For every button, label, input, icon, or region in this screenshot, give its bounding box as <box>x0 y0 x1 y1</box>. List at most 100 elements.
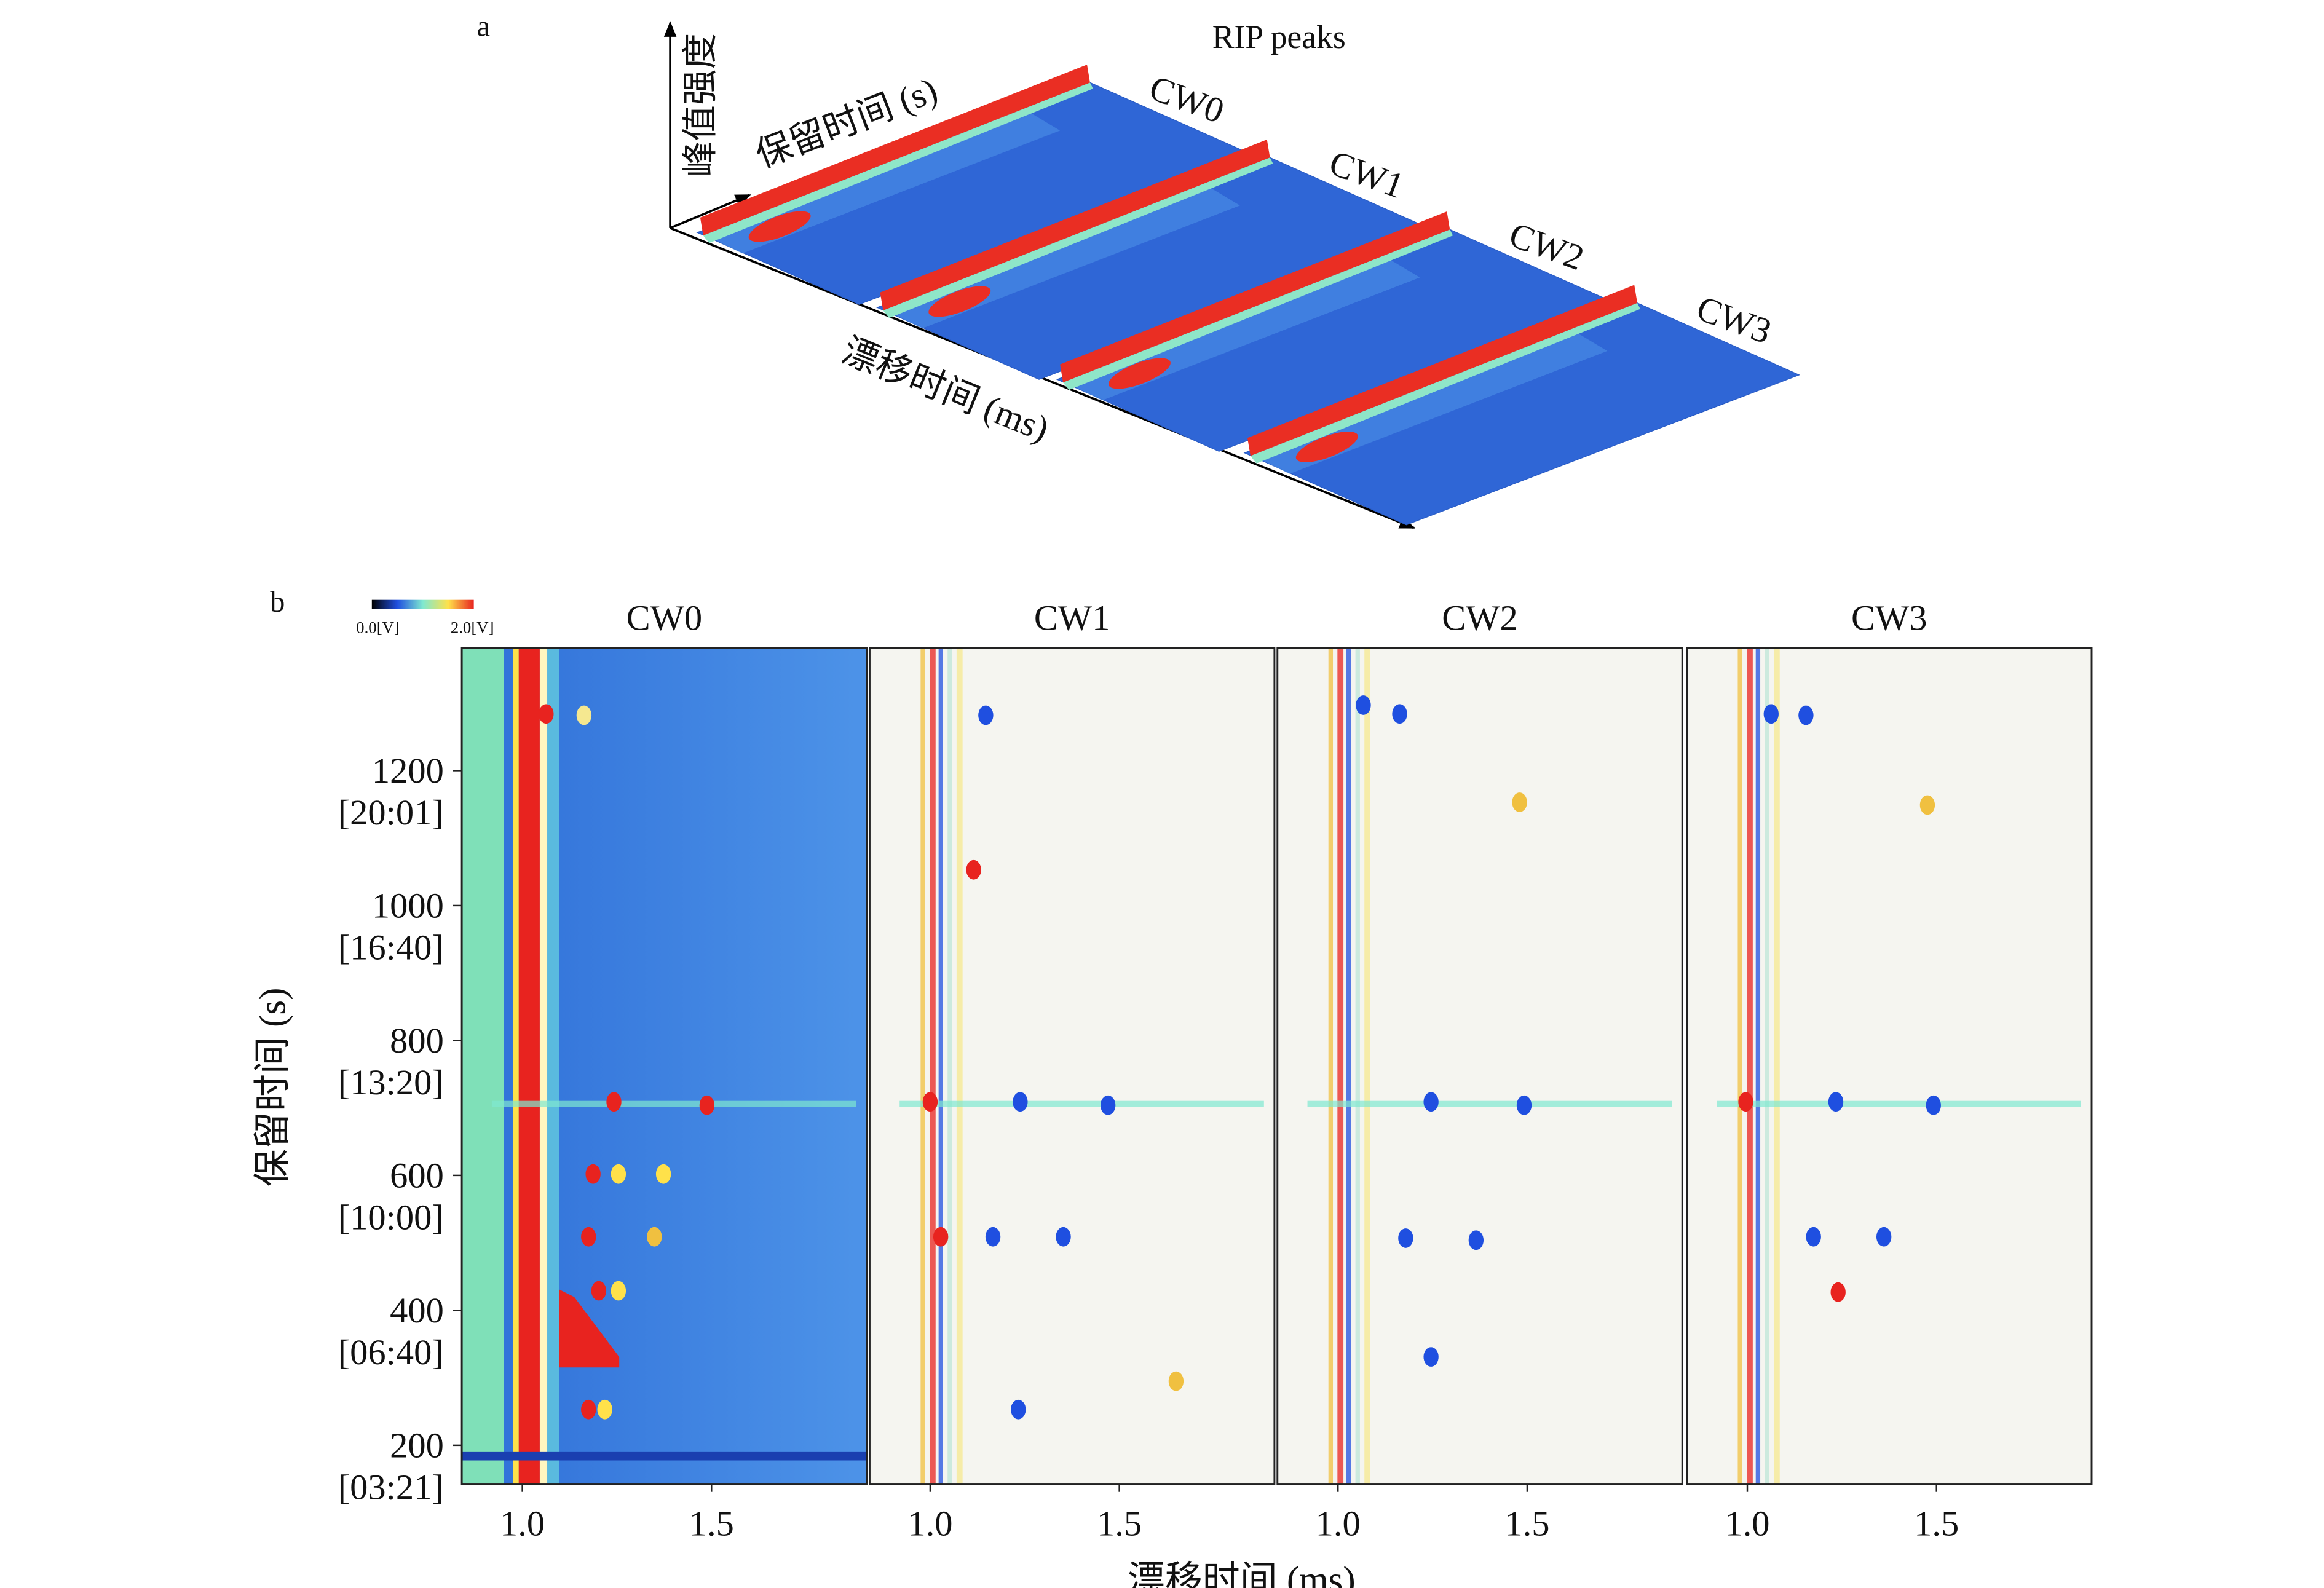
rip-tail <box>547 647 559 1485</box>
peak <box>966 859 981 880</box>
rip-streak <box>1364 647 1370 1485</box>
peak <box>978 705 994 725</box>
rip-streak <box>956 647 963 1485</box>
rip-streak <box>938 647 943 1485</box>
rip-streak <box>1773 647 1780 1485</box>
horizontal-streak <box>491 1100 856 1107</box>
rip-streak <box>1737 647 1742 1485</box>
y-tick-time: [13:20] <box>338 1062 444 1102</box>
y-tick-time: [20:01] <box>338 792 444 832</box>
peak <box>581 1399 596 1420</box>
peak <box>591 1281 607 1301</box>
ridge-edge <box>703 82 1093 243</box>
y-axis <box>670 194 751 229</box>
peak <box>1876 1227 1892 1247</box>
y-axis-label: 保留时间 (s) <box>252 988 293 1187</box>
ridge-edge <box>1063 229 1453 390</box>
colorbar-label: 2.0[V] <box>451 618 494 636</box>
y-tick-label: 800 <box>390 1021 444 1061</box>
peak <box>1100 1095 1116 1115</box>
peak <box>539 704 554 724</box>
panel-title: CW0 <box>626 598 703 638</box>
y-tick-time: [10:00] <box>338 1198 444 1238</box>
peak <box>1828 1092 1844 1112</box>
peak <box>1763 704 1779 724</box>
panel-title: CW3 <box>1851 598 1927 638</box>
panel-label: a <box>477 10 491 43</box>
rip-ridge <box>1247 285 1638 456</box>
panel-background <box>1686 647 2092 1485</box>
peak <box>1926 1095 1941 1115</box>
y-tick-label: 400 <box>390 1290 444 1330</box>
peak <box>611 1164 626 1184</box>
x-tick-label: 1.0 <box>1316 1503 1361 1543</box>
peak <box>1013 1092 1028 1112</box>
rip-tail <box>559 1289 620 1368</box>
x-tick-label: 1.0 <box>907 1503 952 1543</box>
peak <box>1423 1347 1439 1367</box>
early-peaks <box>1295 431 1358 462</box>
panel-a: a RIP peaks 峰值强度 保留时间 (s) 漂移时间 (ms) CW0C… <box>477 10 1801 529</box>
early-peaks <box>1108 358 1171 389</box>
panel-frame <box>460 647 868 1485</box>
peak <box>1168 1371 1184 1391</box>
z-axis-label: 峰值强度 <box>680 33 720 177</box>
peak <box>1798 705 1814 725</box>
x-tick-label: 1.0 <box>1725 1503 1769 1543</box>
peak <box>576 705 592 725</box>
peak <box>1392 704 1407 724</box>
rip-streak <box>1765 647 1769 1485</box>
y-tick-time: [16:40] <box>338 928 444 968</box>
peak <box>1011 1399 1026 1420</box>
peak <box>655 1164 671 1184</box>
rip-streak <box>1355 647 1360 1485</box>
spectrum-panel: CW2 1.0 1.5 <box>1276 598 1683 1543</box>
peak <box>1468 1230 1484 1250</box>
panel-frame <box>1686 647 2093 1485</box>
rip-streak <box>1337 647 1344 1485</box>
peak <box>597 1399 612 1420</box>
colorbar <box>371 599 474 609</box>
peak <box>581 1227 596 1247</box>
rip-ridge <box>880 140 1270 311</box>
early-peaks <box>928 286 991 317</box>
peak <box>585 1164 601 1184</box>
panel-title: CW2 <box>1442 598 1518 638</box>
peak <box>1516 1095 1532 1115</box>
x-tick-label: 1.0 <box>500 1503 545 1543</box>
horizontal-streak <box>1717 1100 2081 1107</box>
peak <box>1423 1092 1439 1112</box>
peak <box>1919 795 1935 815</box>
horizontal-streak <box>1307 1100 1672 1107</box>
rip-column <box>513 647 519 1485</box>
x-axis-label: 漂移时间 (ms) <box>1128 1560 1356 1588</box>
x-tick-label: 1.5 <box>1097 1503 1142 1543</box>
panel-frame <box>1276 647 1683 1485</box>
y-tick-label: 1000 <box>372 885 444 925</box>
x-tick-label: 1.5 <box>1504 1503 1549 1543</box>
panel-title: CW1 <box>1034 598 1110 638</box>
panel-label: b <box>270 585 285 618</box>
peak <box>933 1227 949 1247</box>
peak <box>606 1092 622 1112</box>
x-tick-label: 1.5 <box>1914 1503 1959 1543</box>
peak <box>1056 1227 1071 1247</box>
panel-b: b 0.0[V] 2.0[V] CW0 1.0 1.5 CW1 1.0 1.5 CW2 1.0 1.… <box>252 585 2093 1588</box>
peak <box>1738 1092 1753 1112</box>
rip-streak <box>930 647 936 1485</box>
spectrum-panel: CW3 1.0 1.5 <box>1686 598 2093 1543</box>
rip-streak <box>1346 647 1351 1485</box>
rip-streak <box>920 647 925 1485</box>
y-tick-label: 600 <box>390 1155 444 1195</box>
rip-streak <box>1328 647 1334 1485</box>
rip-streak <box>1747 647 1753 1485</box>
peak <box>922 1092 938 1112</box>
spectrum-panel: CW1 1.0 1.5 <box>868 598 1276 1543</box>
rip-column <box>518 647 540 1485</box>
peak <box>1806 1227 1821 1247</box>
peak <box>1398 1228 1413 1248</box>
panel-a-title: RIP peaks <box>1212 18 1346 55</box>
x-tick-label: 1.5 <box>689 1503 734 1543</box>
spectrum-panel: CW0 1.0 1.5 <box>460 598 868 1543</box>
peak <box>985 1227 1001 1247</box>
